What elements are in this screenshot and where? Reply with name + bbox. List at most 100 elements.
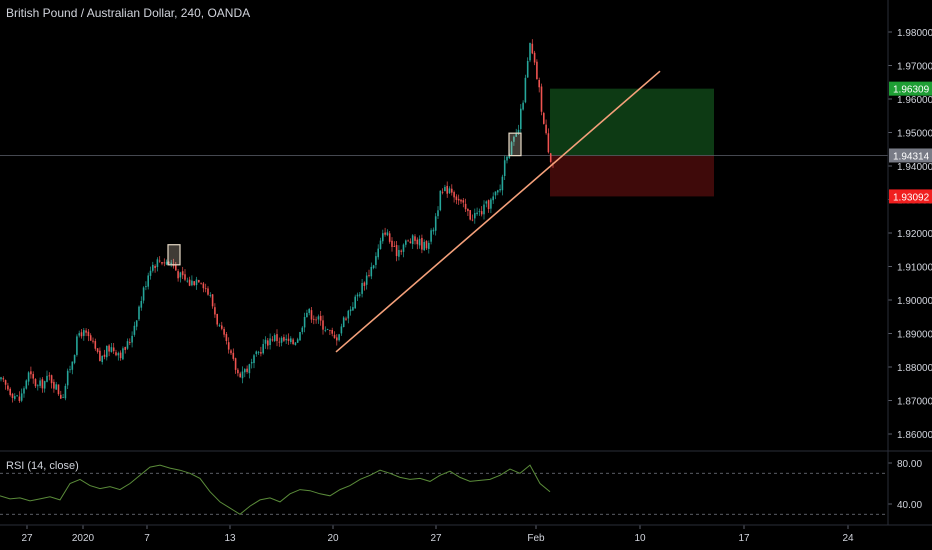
candle-body — [326, 329, 329, 330]
price-tag-label: 1.93092 — [893, 192, 930, 203]
candle-body — [333, 334, 336, 339]
candle-body — [85, 330, 87, 333]
candle-body — [250, 362, 253, 364]
candle-body — [395, 245, 398, 257]
candle-body — [119, 352, 122, 359]
candle-body — [112, 347, 115, 352]
time-tick-label: 27 — [430, 533, 442, 544]
candle-body — [363, 282, 366, 286]
candle-body — [276, 334, 278, 342]
candle-body — [365, 275, 368, 285]
candle-body — [2, 378, 5, 380]
candle-body — [25, 380, 28, 389]
candle-body — [499, 188, 501, 191]
candle-body — [264, 339, 267, 344]
candle-body — [352, 307, 354, 311]
position-zones[interactable] — [0, 88, 888, 197]
candle-body — [60, 394, 62, 399]
candle-body — [101, 355, 103, 363]
candle-body — [411, 235, 414, 245]
candle-body — [191, 280, 193, 286]
candle-body — [152, 264, 154, 271]
candle-body — [336, 337, 338, 341]
candle-body — [99, 350, 101, 361]
candle-body — [349, 309, 352, 312]
price-axis[interactable]: 1.98000 1.97000 1.96000 1.95000 1.94000 1.930… — [888, 28, 932, 511]
candle-body — [55, 384, 57, 390]
candle-body — [126, 341, 129, 349]
rsi-tick-label: 80.00 — [897, 459, 922, 470]
candle-body — [23, 388, 25, 394]
candle-body — [430, 230, 432, 242]
candle-body — [342, 317, 345, 328]
candle-body — [368, 274, 370, 276]
candle-body — [124, 347, 126, 350]
candle-body — [428, 242, 430, 249]
candle-body — [269, 338, 271, 345]
candle-body — [513, 136, 515, 142]
candle-body — [469, 210, 471, 220]
candle-body — [322, 320, 324, 330]
target-zone — [550, 88, 714, 156]
candle-body — [453, 192, 455, 198]
candle-body — [361, 283, 363, 294]
candle-body — [34, 379, 37, 387]
candle-body — [329, 330, 331, 331]
candle-body — [377, 248, 379, 258]
candle-body — [253, 355, 255, 364]
candle-body — [257, 351, 260, 353]
highlight-boxes[interactable] — [167, 132, 522, 266]
candle-body — [526, 60, 529, 78]
candle-body — [423, 241, 425, 251]
candle-body — [391, 240, 393, 247]
candle-body — [370, 266, 373, 277]
candle-body — [359, 294, 361, 296]
candle-body — [345, 318, 347, 320]
candle-body — [83, 330, 85, 336]
candle-body — [382, 233, 384, 242]
candle-body — [198, 279, 200, 283]
rsi-panel — [0, 464, 888, 515]
candle-body — [464, 203, 467, 210]
candle-body — [223, 328, 225, 335]
candle-body — [547, 133, 550, 153]
candle-body — [485, 201, 488, 204]
candle-body — [444, 186, 446, 192]
price-tick-label: 1.94000 — [897, 162, 932, 173]
time-tick-label: 10 — [634, 533, 646, 544]
candle-body — [204, 288, 207, 290]
candle-body — [96, 348, 99, 352]
candle-body — [271, 339, 274, 341]
candle-body — [158, 260, 161, 262]
candle-body — [145, 286, 147, 288]
candle-body — [531, 43, 534, 54]
candle-body — [163, 262, 166, 264]
candle-body — [434, 216, 437, 231]
candle-body — [497, 190, 499, 193]
candle-body — [133, 325, 136, 335]
candle-body — [248, 364, 251, 374]
candle-body — [296, 339, 299, 343]
candle-body — [170, 262, 172, 264]
time-axis[interactable]: 27 2020 7 13 20 27 Feb 10 17 24 — [21, 525, 854, 544]
candle-body — [16, 395, 18, 397]
price-tick-label: 1.92000 — [897, 229, 932, 240]
stop-zone — [550, 155, 714, 197]
price-tick-label: 1.87000 — [897, 397, 932, 408]
candle-body — [529, 43, 531, 61]
candle-body — [400, 250, 402, 252]
trendline-layer[interactable] — [335, 70, 661, 353]
candle-body — [506, 156, 508, 161]
candle-body — [234, 358, 237, 370]
candle-body — [239, 373, 241, 378]
candle-body — [313, 318, 315, 320]
candle-body — [319, 315, 322, 321]
candle-body — [446, 185, 448, 194]
candle-body — [241, 371, 244, 379]
candle-body — [543, 113, 545, 124]
price-tick-label: 1.95000 — [897, 129, 932, 140]
candle-body — [43, 381, 46, 389]
candle-body — [384, 232, 386, 235]
candle-body — [89, 335, 92, 341]
